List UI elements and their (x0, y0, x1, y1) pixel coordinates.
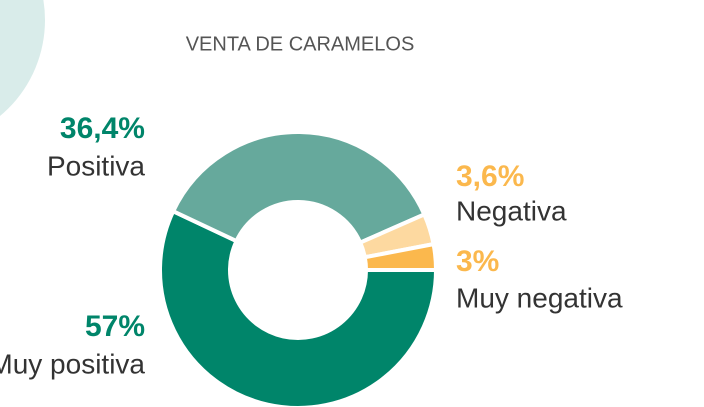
donut-segment (362, 241, 439, 272)
value-label: 57% (85, 310, 145, 343)
category-label: Negativa (456, 195, 567, 226)
donut-segment (170, 130, 427, 246)
chart-title: VENTA DE CARAMELOS (186, 33, 415, 55)
donut-segment (158, 208, 439, 407)
category-label: Positiva (47, 150, 145, 181)
value-label: 36,4% (60, 112, 145, 145)
background-shape (0, 0, 45, 117)
category-label: Muy negativa (456, 282, 623, 313)
value-label: 3% (456, 245, 499, 278)
value-label: 3,6% (456, 160, 524, 193)
category-label: Muy positiva (0, 348, 145, 379)
